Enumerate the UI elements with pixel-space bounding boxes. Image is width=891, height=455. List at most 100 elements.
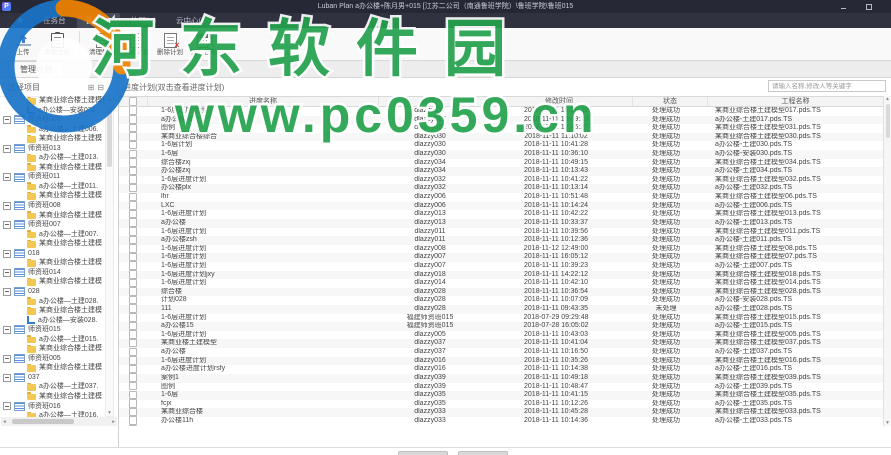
tree-collapse-icon[interactable] — [3, 115, 11, 124]
table-row[interactable]: 某商业综合楼 dlazzy033 2018-11-11 10:45:28 处理成… — [119, 407, 883, 417]
local-tasks-button[interactable]: 本地任务 — [40, 29, 74, 59]
tab-manage-plan[interactable]: 管理计划 — [8, 61, 64, 77]
tree-item[interactable]: 某商业综合楼土建模 — [0, 134, 104, 144]
table-row[interactable]: 111 dlazzy028 2018-11-11 09:43:35 未处理 a办… — [119, 304, 883, 314]
row-checkbox[interactable] — [128, 381, 138, 391]
scroll-thumb[interactable] — [11, 419, 74, 424]
column-header-time[interactable]: 修改时间 — [486, 97, 633, 106]
row-checkbox[interactable] — [128, 158, 138, 167]
scroll-thumb[interactable] — [885, 104, 890, 138]
table-row[interactable]: 1-6层进度计划jxy dlazzy018 2018-11-11 14:22:1… — [119, 270, 883, 280]
row-checkbox[interactable] — [128, 364, 138, 374]
tree-item[interactable]: 某商业综合楼土建模 — [0, 258, 104, 268]
row-checkbox[interactable] — [128, 252, 138, 262]
table-row[interactable]: 综合楼 dlazzy028 2018-11-11 10:36:54 处理成功 某… — [119, 287, 883, 297]
menu-tab[interactable]: 协同(X) — [131, 16, 156, 25]
tree-horizontal-scrollbar[interactable]: ◂ ▸ — [1, 417, 117, 426]
table-row[interactable]: a办公楼 dlazzy013 2018-11-11 10:33:37 处理成功 … — [119, 218, 883, 228]
row-checkbox[interactable] — [128, 304, 138, 313]
tree-item[interactable]: 037 — [0, 373, 104, 383]
tree-collapse-icon[interactable] — [3, 373, 11, 382]
scroll-down-icon[interactable]: ▾ — [886, 420, 889, 426]
row-checkbox[interactable] — [128, 390, 138, 400]
scroll-thumb[interactable] — [107, 107, 112, 167]
table-row[interactable]: 综合楼zxj dlazzy034 2018-11-11 10:49:15 处理成… — [119, 158, 883, 168]
table-row[interactable]: 图例 dlazzy031 2018-11-11 12:46:27 处理成功 某商… — [119, 123, 883, 133]
table-row[interactable]: 1-6层进度计划 福建师资班015 2018-07-29 09:29:48 处理… — [119, 313, 883, 323]
schedule-task-button[interactable]: 定时任务 — [187, 29, 221, 59]
column-header-status[interactable]: 状态 — [633, 97, 708, 106]
table-row[interactable]: 1-6层 dlazzy035 2018-11-11 10:41:15 处理成功 … — [119, 390, 883, 400]
tree-item[interactable]: 师资班005 — [0, 354, 104, 364]
scroll-down-icon[interactable]: ▾ — [108, 410, 111, 416]
row-checkbox[interactable] — [128, 295, 138, 305]
row-checkbox[interactable] — [128, 175, 138, 184]
table-row[interactable]: fcjx dlazzy035 2018-11-11 10:12:26 处理成功 … — [119, 399, 883, 409]
tree-item[interactable]: a办公楼—土建016. — [0, 411, 104, 417]
table-row[interactable]: 办公楼zxj dlazzy034 2018-11-11 10:13:43 处理成… — [119, 166, 883, 176]
tree-item[interactable]: 某商业综合楼土建模 — [0, 277, 104, 287]
row-checkbox[interactable] — [128, 270, 138, 279]
row-checkbox[interactable] — [128, 399, 138, 408]
tree-item[interactable]: 某商业综合楼土建模 — [0, 306, 104, 316]
tree-item[interactable]: 某商业综合楼土建模 — [0, 363, 104, 373]
column-header-name[interactable]: 进度名称 — [148, 97, 379, 106]
tree-item[interactable]: a办公楼—土建037. — [0, 382, 104, 392]
row-checkbox[interactable] — [128, 373, 138, 382]
tree-collapse-icon[interactable] — [3, 249, 11, 258]
row-checkbox[interactable] — [128, 183, 138, 193]
row-checkbox[interactable] — [128, 244, 138, 253]
tree-item[interactable]: a办公楼—土建013. — [0, 153, 104, 163]
menu-tab[interactable]: 任务台 — [43, 16, 66, 25]
tree-item[interactable]: 某商业综合楼土建模 — [0, 239, 104, 249]
tree-collapse-icon[interactable] — [3, 220, 11, 229]
tree-item[interactable]: 师资班013 — [0, 144, 104, 154]
row-checkbox[interactable] — [128, 356, 138, 365]
table-row[interactable]: 1-6层进度计划 dlazzy014 2018-11-11 10:42:10 处… — [119, 278, 883, 288]
table-row[interactable]: LXC dlazzy006 2018-11-11 10:14:24 处理成功 a… — [119, 201, 883, 211]
row-checkbox[interactable] — [128, 140, 138, 150]
tree-item[interactable]: 028 — [0, 287, 104, 297]
table-row[interactable]: a办公楼-33 dlazzy017 2018-11-11 10:09:13 处理… — [119, 115, 883, 125]
tree-item[interactable]: 某商业综合楼土建模 — [0, 344, 104, 354]
table-row[interactable]: 1-6层计划 dlazzy030 2018-11-11 10:41:28 处理成… — [119, 140, 883, 150]
favorite-star-icon[interactable]: ★ — [16, 15, 25, 25]
row-checkbox[interactable] — [128, 107, 138, 115]
row-checkbox[interactable] — [128, 218, 138, 227]
row-checkbox[interactable] — [128, 321, 138, 331]
new-plan-button[interactable]: 新建计划 — [119, 29, 153, 59]
table-row[interactable]: 1-6层进度计划 dlazzy032 2018-11-11 10:41:22 处… — [119, 175, 883, 185]
tree-item[interactable]: 师资班011 — [0, 172, 104, 182]
bottom-button[interactable] — [398, 451, 448, 455]
scroll-up-icon[interactable]: ▴ — [108, 97, 111, 103]
table-row[interactable]: a办公楼15 福建师资班015 2018-07-28 16:05:02 处理成功… — [119, 321, 883, 331]
row-checkbox[interactable] — [128, 313, 138, 322]
row-checkbox[interactable] — [128, 425, 138, 426]
row-checkbox[interactable] — [128, 287, 138, 296]
row-checkbox[interactable] — [128, 338, 138, 348]
tree-item[interactable]: 师资班007 — [0, 220, 104, 230]
table-row[interactable]: a办公楼zsh dlazzy011 2018-11-11 10:12:36 处理… — [119, 235, 883, 245]
minimize-button[interactable] — [839, 2, 848, 11]
column-header-modifier[interactable]: 修改人 — [379, 97, 486, 106]
table-row[interactable]: 办公楼11h dlazzy033 2018-11-11 10:14:36 处理成… — [119, 416, 883, 426]
table-row[interactable]: 1-6层进度计划 dlazzy017 2018-11-11 16:06:39 处… — [119, 107, 883, 116]
tree-item[interactable]: a办公楼—土建006. — [0, 125, 104, 135]
table-row[interactable]: 某商业综合楼综合 dlazzy030 2018-11-11 11:10:02 处… — [119, 132, 883, 142]
tree-collapse-icon[interactable] — [3, 268, 11, 277]
row-checkbox[interactable] — [128, 192, 138, 202]
tree-item[interactable]: 某商业综合楼土建模型 — [0, 96, 104, 106]
row-checkbox[interactable] — [128, 132, 138, 141]
delete-plan-button[interactable]: 删除计划 — [153, 29, 187, 59]
tree-item[interactable]: a办公楼—土建015. — [0, 335, 104, 345]
row-checkbox[interactable] — [128, 235, 138, 245]
table-row[interactable]: 1-6层进度计划 dlazzy016 2018-11-11 10:35:26 处… — [119, 356, 883, 366]
tree-item[interactable]: a办公楼—安装032. — [0, 106, 104, 116]
tree-item[interactable]: 师资班016 — [0, 401, 104, 412]
menu-tab[interactable]: 云中心(C) — [176, 16, 209, 25]
table-row[interactable]: 1-6层进度计划 dlazzy013 2018-11-11 10:42:22 处… — [119, 209, 883, 219]
tree-item[interactable]: a办公楼—土建028. — [0, 296, 104, 306]
tree-collapse-icon[interactable] — [3, 287, 11, 296]
row-checkbox[interactable] — [128, 123, 138, 133]
table-row[interactable]: lhr dlazzy006 2018-11-11 10:51:48 处理成功 某… — [119, 192, 883, 202]
